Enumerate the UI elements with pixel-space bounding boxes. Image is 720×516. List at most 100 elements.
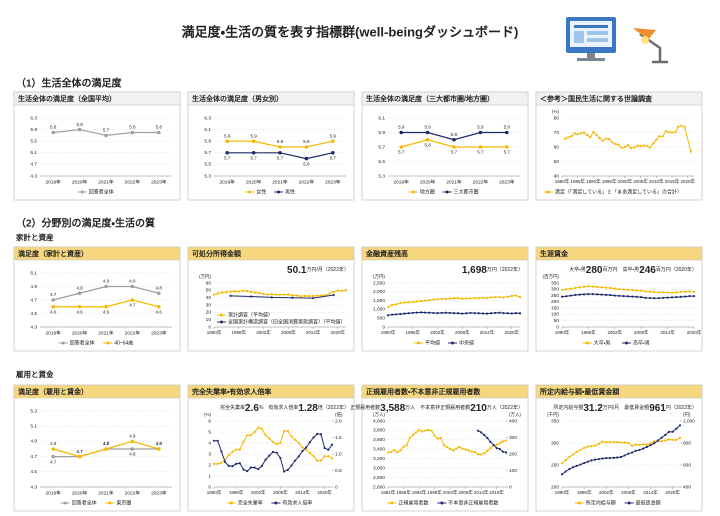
- data-point: [644, 296, 647, 299]
- legend-marker: [63, 501, 67, 505]
- data-point: [627, 452, 630, 455]
- y2-axis-unit: (万人): [509, 412, 521, 418]
- legend-label: 回答者全体: [72, 499, 97, 506]
- data-point: [235, 462, 238, 465]
- y2-axis-unit: (円): [683, 412, 691, 418]
- data-point: [631, 288, 634, 292]
- y-tick-label: 4: [208, 440, 211, 446]
- data-point: [502, 311, 505, 315]
- y-tick-label: 50: [554, 159, 560, 165]
- legend-marker: [445, 190, 449, 194]
- panel-header: [187, 246, 355, 261]
- data-point: [505, 145, 509, 149]
- panel-title: 可処分所得金額: [192, 249, 242, 258]
- data-point: [564, 470, 567, 473]
- data-label: 4.7: [129, 303, 136, 308]
- headline-part: 3,588: [380, 403, 405, 414]
- data-point: [476, 453, 480, 456]
- data-point: [461, 447, 464, 450]
- y-tick-label: 3,600: [373, 437, 385, 443]
- data-label: 5.7: [398, 150, 405, 155]
- y2-tick-label: 1,000: [683, 418, 695, 424]
- data-point: [667, 430, 671, 433]
- series-line: [230, 294, 334, 299]
- data-point: [414, 431, 418, 434]
- data-point: [320, 294, 323, 297]
- data-point: [660, 440, 663, 443]
- data-point: [260, 464, 264, 467]
- data-point: [399, 302, 402, 305]
- y-tick-label: 4.9: [30, 439, 37, 445]
- data-point: [473, 311, 476, 315]
- panel-header: [535, 384, 703, 399]
- data-point: [268, 454, 271, 457]
- data-point: [386, 314, 390, 317]
- data-point: [250, 290, 253, 294]
- data-label: 4.7: [50, 459, 57, 464]
- data-point: [618, 288, 621, 291]
- data-point: [432, 298, 435, 301]
- data-point: [157, 304, 161, 309]
- data-point: [689, 150, 692, 153]
- legend-marker: [627, 501, 631, 505]
- data-label: 4.8: [129, 452, 136, 457]
- x-tick-label: 2019年: [45, 329, 61, 336]
- monitor-base: [577, 58, 605, 61]
- y-tick-label: 5.9: [378, 130, 385, 136]
- data-point: [477, 312, 480, 315]
- data-point: [627, 441, 630, 445]
- data-point: [688, 294, 691, 298]
- panel-header: [535, 91, 703, 106]
- data-point: [633, 146, 636, 149]
- x-tick-label: 2008年: [455, 329, 470, 336]
- data-point: [574, 286, 577, 290]
- data-point: [626, 288, 630, 291]
- data-point: [495, 443, 498, 446]
- headline: 所定内給与額31.2万円/月 最低賃金額961円（2022年）: [553, 403, 697, 414]
- data-point: [457, 296, 460, 300]
- x-tick-label: 2019年: [45, 178, 61, 185]
- data-point: [399, 130, 404, 135]
- data-point: [569, 287, 572, 290]
- headline-part: 1,698: [462, 265, 487, 276]
- legend-marker: [220, 313, 223, 317]
- data-point: [251, 151, 256, 155]
- data-point: [667, 438, 671, 441]
- x-tick-label: 2014年: [480, 329, 495, 336]
- data-point: [316, 432, 319, 435]
- chart-panel: 満足度（家計と資産） 4.3 4.5 4.7 4.9 5.1 2019年 2020年 2021年…: [13, 246, 181, 352]
- data-point: [104, 447, 108, 451]
- data-point: [452, 449, 455, 452]
- data-label: 4.6: [103, 309, 110, 314]
- legend-label: 三大都市圏: [454, 188, 479, 195]
- data-point: [510, 294, 513, 298]
- data-point: [674, 131, 677, 134]
- data-point: [648, 146, 652, 149]
- legend-label: 回答者全体: [89, 188, 114, 195]
- x-tick-label: 2019年: [393, 178, 409, 185]
- data-point: [231, 465, 234, 468]
- data-point: [604, 286, 608, 289]
- panel-title: 生活全体の満足度（三大都市圏/地方圏）: [366, 94, 494, 103]
- data-point: [246, 470, 249, 473]
- x-tick-label: 1996年: [405, 329, 420, 336]
- y-tick-label: 80: [554, 115, 560, 121]
- y-tick-label: 6.3: [204, 115, 211, 121]
- data-point: [301, 446, 304, 449]
- data-point: [616, 456, 619, 459]
- data-point: [411, 300, 414, 304]
- panel-header: [535, 246, 703, 261]
- data-point: [319, 433, 323, 436]
- data-label: 4.8: [103, 441, 110, 446]
- data-point: [278, 293, 282, 296]
- legend-label: 中央値: [459, 339, 474, 346]
- data-point: [664, 439, 667, 442]
- data-point: [415, 311, 418, 314]
- screen-block: [574, 31, 584, 43]
- data-point: [290, 464, 293, 467]
- headline-part: % 有効求人倍率: [259, 404, 298, 411]
- data-point: [480, 431, 483, 434]
